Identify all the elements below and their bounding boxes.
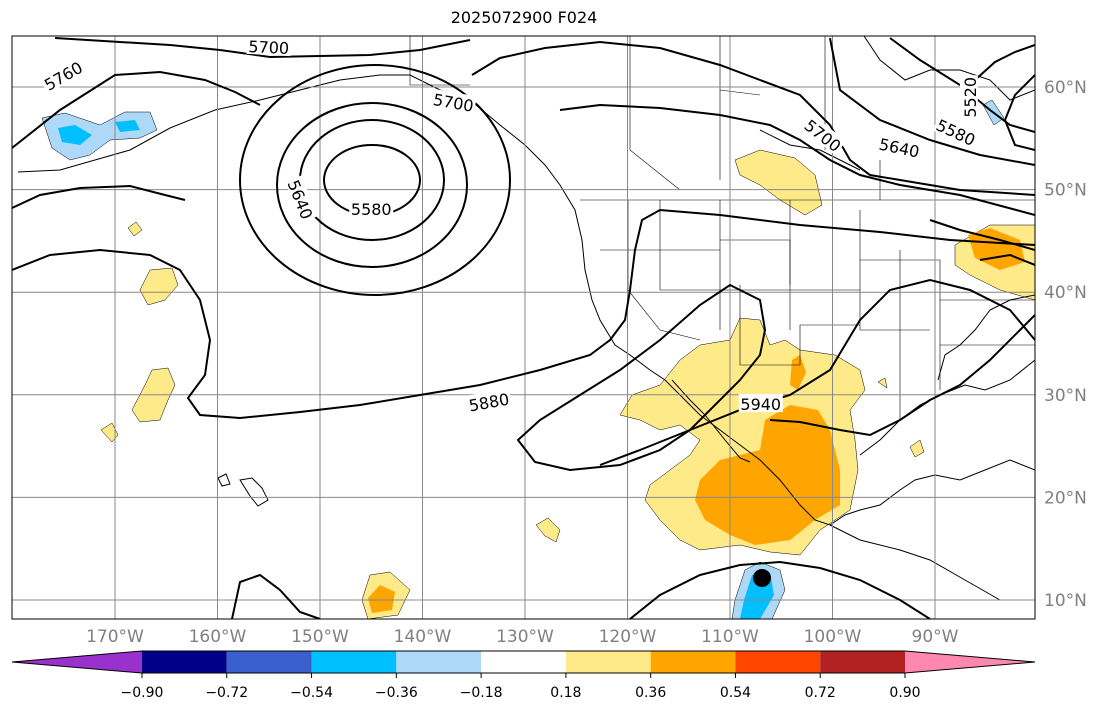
contour-label-text: 58 — [1043, 214, 1063, 233]
contour-label: 5580 — [932, 113, 981, 150]
latitude-tick-labels: 60°N 50°N 40°N 30°N 20°N 10°N — [1044, 78, 1087, 611]
contour-label: 5700 — [246, 36, 292, 58]
contour-label-background — [465, 388, 513, 414]
contour-label-text: 5640 — [284, 177, 317, 222]
longitude-label: 120°W — [599, 627, 657, 647]
contour-label-background — [349, 199, 394, 218]
contour-label: 5640 — [284, 175, 318, 223]
map-title: 2025072900 F024 — [450, 8, 598, 27]
contour-label: 5940 — [738, 394, 783, 414]
longitude-label: 140°W — [394, 627, 452, 647]
contour-label: 58 — [1041, 213, 1065, 233]
contour-label: 5580 — [349, 199, 394, 219]
latitude-label: 40°N — [1044, 283, 1087, 303]
contour-label: 5640 — [876, 133, 923, 162]
latitude-label: 20°N — [1044, 488, 1087, 508]
contour-label: 5760 — [39, 56, 87, 95]
state-borders — [409, 36, 1035, 420]
contour-label-background — [284, 175, 318, 223]
contour-label-background — [738, 394, 783, 413]
height-contours — [12, 37, 1035, 619]
latitude-label: 30°N — [1044, 386, 1087, 406]
contour-label-text: 5700 — [248, 37, 290, 58]
contour-label-text: 5940 — [740, 395, 781, 414]
storm-center-marker — [753, 569, 771, 587]
latitude-label: 50°N — [1044, 181, 1087, 201]
longitude-label: 90°W — [912, 627, 959, 647]
longitude-label: 170°W — [86, 627, 144, 647]
contour-label-background — [876, 133, 923, 160]
longitude-label: 110°W — [701, 627, 759, 647]
map-frame — [11, 35, 1036, 620]
contour-label: 5880 — [465, 388, 513, 416]
contour-label-text: 5520 — [961, 77, 980, 118]
contour-label-background — [1041, 213, 1065, 231]
contour-label-text: 5580 — [351, 200, 392, 219]
contour-label-text: 5580 — [933, 116, 978, 150]
contour-label-background — [932, 113, 981, 149]
longitude-label: 100°W — [804, 627, 862, 647]
contour-label-background — [430, 88, 477, 115]
coastlines — [17, 36, 1035, 601]
latitude-label: 10°N — [1044, 591, 1087, 611]
contour-label: 5700 — [800, 114, 847, 156]
negative-anomaly-shading — [41, 99, 1005, 619]
longitude-tick-labels: 170°W 160°W 150°W 140°W 130°W 120°W 110°W 100°W… — [86, 627, 959, 647]
longitude-label: 150°W — [291, 627, 349, 647]
contour-label-background — [959, 75, 978, 120]
contour-label: 5520 — [959, 75, 980, 120]
contour-labels: 5760 5700 5700 5640 5580 5880 5940 5700 5640 5580… — [39, 36, 1065, 416]
contour-label-background — [800, 114, 847, 156]
contour-label-background — [246, 36, 292, 57]
contour-label-text: 5700 — [432, 90, 475, 116]
contour-label-background — [39, 56, 87, 94]
contour-label-text: 5760 — [41, 58, 86, 95]
contour-label-text: 5880 — [467, 390, 510, 416]
longitude-label: 160°W — [189, 627, 247, 647]
contour-label: 5700 — [430, 88, 477, 116]
contour-label-text: 5640 — [877, 135, 921, 162]
map-field: 5760 5700 5700 5640 5580 5880 5940 5700 5640 5580… — [12, 36, 1065, 619]
longitude-label: 130°W — [496, 627, 554, 647]
latitude-label: 60°N — [1044, 78, 1087, 98]
graticule — [12, 36, 1035, 619]
